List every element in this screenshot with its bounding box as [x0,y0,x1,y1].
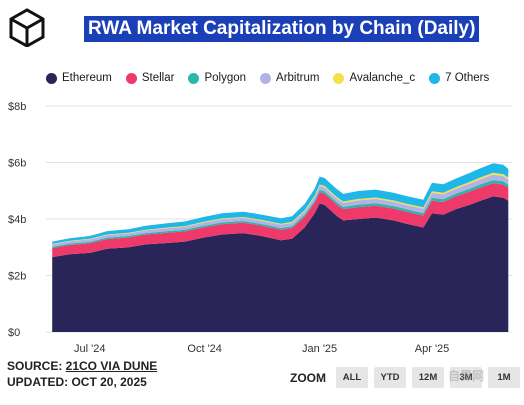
zoom-button-1m[interactable]: 1M [488,367,520,388]
x-tick-label-0: Jul '24 [74,343,105,355]
legend-label-0: Ethereum [62,72,112,84]
source-prefix: SOURCE: [7,359,66,373]
legend-swatch-5 [429,72,441,84]
legend-swatch-0 [46,72,57,84]
legend-swatch-1 [125,72,137,84]
zoom-button-12m[interactable]: 12M [412,367,444,388]
y-tick-label-3: $6b [8,158,26,170]
tick-layer: $0 $2b $4b $6b $8b Jul '24 Oct '24 Jan '25 Apr '… [8,101,449,355]
area-series-3 [52,174,509,247]
area-series-4 [52,172,509,245]
legend-item-1[interactable]: Stellar [125,72,175,84]
legend-label-5: 7 Others [445,72,490,84]
y-tick-label-0: $0 [8,327,20,339]
zoom-button-ytd[interactable]: YTD [374,367,406,388]
legend-swatch-2 [188,72,200,84]
source-line: SOURCE: 21CO VIA DUNE [7,358,157,374]
footer-info: SOURCE: 21CO VIA DUNE UPDATED: OCT 20, 2… [7,358,157,390]
legend-item-5[interactable]: 7 Others [429,72,489,84]
legend-label-2: Polygon [204,72,247,84]
zoom-label: ZOOM [290,370,326,385]
legend-label-1: Stellar [141,72,175,84]
x-tick-label-2: Jan '25 [302,343,337,355]
updated-line: UPDATED: OCT 20, 2025 [7,375,147,389]
area-series-2 [52,180,509,249]
y-tick-label-2: $4b [8,214,26,226]
legend-swatch-4 [333,72,345,84]
legend-label-4: Avalanche_c [349,72,416,84]
source-link[interactable]: 21CO VIA DUNE [65,359,158,373]
legend-item-3[interactable]: Arbitrum [260,72,319,84]
legend-swatch-3 [260,72,272,84]
zoom-button-all[interactable]: ALL [336,367,368,388]
y-tick-label-1: $2b [8,271,26,283]
area-series-1 [52,183,509,258]
legend-item-2[interactable]: Polygon [188,72,246,84]
legend-item-0[interactable]: Ethereum [46,72,112,84]
logo-icon [9,8,45,47]
legend-label-3: Arbitrum [276,72,320,84]
chart-legend: Ethereum Stellar Polygon Arbitrum Avalanche_… [46,72,489,84]
y-tick-label-4: $8b [8,101,26,113]
area-series-0 [52,196,509,332]
zoom-controls: ZOOM ALL YTD 12M 3M 1M [290,367,520,388]
area-layer [52,163,509,332]
legend-item-4[interactable]: Avalanche_c [333,72,415,84]
area-series-5 [52,163,509,244]
x-tick-label-1: Oct '24 [187,343,222,355]
watermark: 自界网 [448,369,485,383]
chart-title: RWA Market Capitalization by Chain (Dail… [84,16,480,42]
zoom-button-3m[interactable]: 3M [450,367,482,388]
x-tick-label-3: Apr '25 [415,343,450,355]
